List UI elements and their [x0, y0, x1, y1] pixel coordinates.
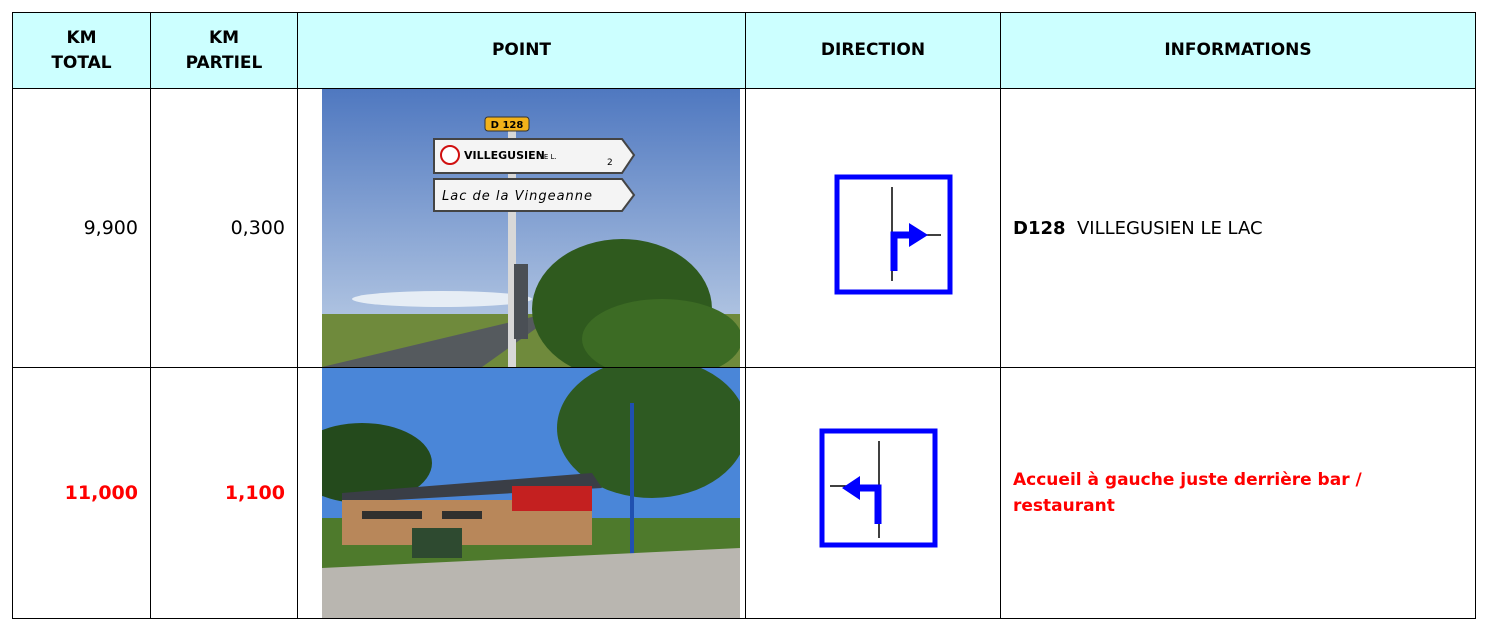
header-cell: INFORMATIONS [1000, 12, 1476, 89]
photo [322, 368, 740, 618]
info-cell: Accueil à gauche juste derrière bar / re… [1000, 367, 1476, 619]
header-text: KM [208, 27, 240, 48]
header-text: KM [66, 27, 97, 48]
row: 9,900 0,300 D 128 VILLEGUSIEN LE L. 2 [12, 88, 1476, 368]
info-text: VILLEGUSIEN LE LAC [1076, 217, 1263, 239]
header-cell: POINT [297, 12, 746, 89]
direction-icon [834, 174, 953, 295]
roadbook-table: KM TOTAL KM PARTIEL POINT DIRECTION INFORM… [12, 12, 1476, 619]
row: 11,000 1,100 [12, 367, 1476, 619]
header-cell: KM TOTAL [12, 12, 151, 89]
sign-text: Lac de la Vingeanne [442, 189, 593, 204]
info-road: D128 [1013, 217, 1066, 239]
sign-text: 2 [607, 158, 613, 168]
header-text: TOTAL [51, 52, 112, 73]
header-text: PARTIEL [185, 52, 263, 73]
header-text: POINT [491, 40, 552, 60]
info-text: Accueil à gauche juste derrière bar / re… [1013, 470, 1362, 516]
point-cell: D 128 VILLEGUSIEN LE L. 2 Lac de la Ving… [297, 88, 746, 368]
sign-text: LE L. [540, 153, 557, 161]
km-total: 9,900 [12, 88, 151, 368]
sign-text: D 128 [491, 120, 524, 131]
info-cell: D128 VILLEGUSIEN LE LAC [1000, 88, 1476, 368]
header-cell: KM PARTIEL [150, 12, 298, 89]
point-cell [297, 367, 746, 619]
header-text: DIRECTION [820, 40, 926, 60]
km-partiel: 1,100 [150, 367, 298, 619]
direction-cell [745, 367, 1001, 619]
direction-icon [819, 428, 938, 548]
km-partiel: 0,300 [150, 88, 298, 368]
header-cell: DIRECTION [745, 12, 1001, 89]
header-row: KM TOTAL KM PARTIEL POINT DIRECTION INFORM… [12, 12, 1476, 89]
direction-cell [745, 88, 1001, 368]
header-text: INFORMATIONS [1164, 40, 1312, 60]
photo: D 128 VILLEGUSIEN LE L. 2 Lac de la Ving… [322, 89, 740, 367]
km-total: 11,000 [12, 367, 151, 619]
sign-text: VILLEGUSIEN [464, 149, 545, 162]
